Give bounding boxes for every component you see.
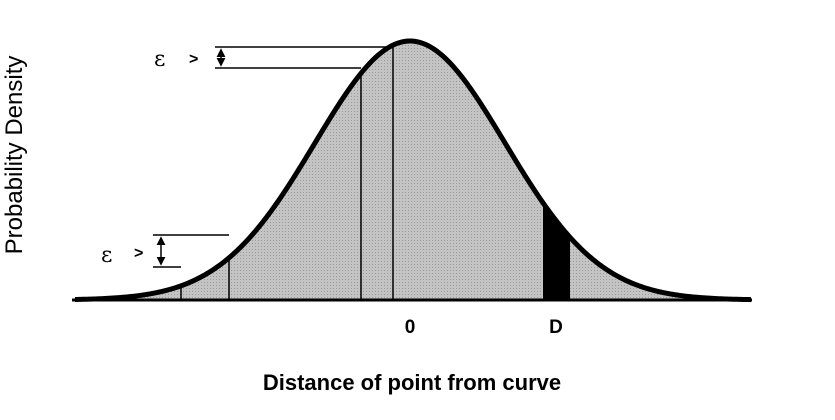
density-area bbox=[75, 41, 752, 300]
top-gt-symbol: > bbox=[189, 51, 198, 68]
tick-label-zero: 0 bbox=[405, 317, 416, 338]
y-axis-label: Probability Density bbox=[1, 56, 28, 255]
bottom-gt-symbol: > bbox=[134, 245, 143, 262]
d-band bbox=[543, 202, 570, 300]
gaussian-curve bbox=[74, 38, 752, 303]
top-epsilon-symbol: ε bbox=[154, 47, 165, 72]
bottom-epsilon-symbol: ε bbox=[101, 243, 112, 268]
x-axis-label: Distance of point from curve bbox=[263, 370, 561, 395]
vertical-markers bbox=[180, 45, 394, 300]
tick-label-d: D bbox=[549, 317, 563, 338]
